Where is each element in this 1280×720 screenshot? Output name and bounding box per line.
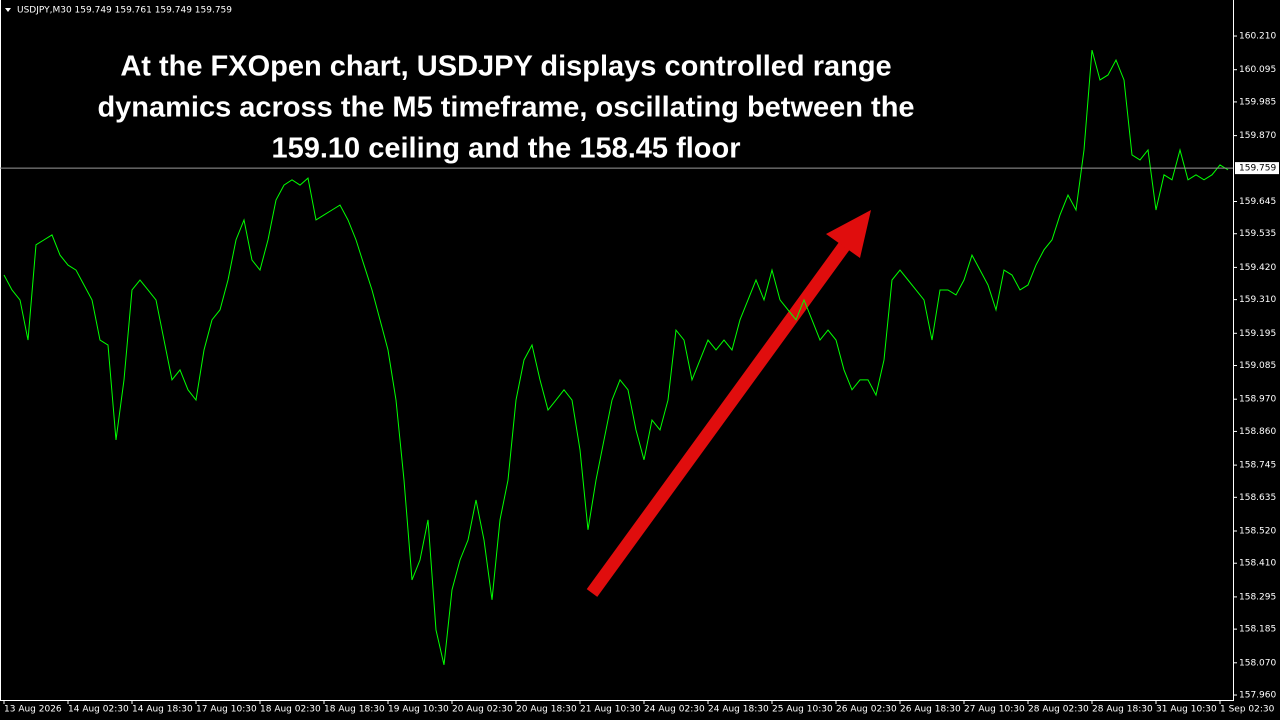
arrow-shaft — [586, 241, 851, 597]
y-tick-label: 160.210 — [1239, 32, 1276, 42]
y-tick-label: 160.095 — [1239, 65, 1276, 75]
x-tick-label: 26 Aug 02:30 — [836, 705, 897, 715]
price-line — [3, 49, 1229, 665]
annotation-line: dynamics across the M5 timeframe, oscill… — [97, 92, 914, 124]
x-tick-label: 18 Aug 18:30 — [324, 705, 385, 715]
x-tick-label: 14 Aug 02:30 — [68, 705, 129, 715]
y-tick-label: 158.520 — [1239, 527, 1276, 537]
x-tick-label: 27 Aug 10:30 — [964, 705, 1025, 715]
x-tick-label: 17 Aug 10:30 — [196, 705, 257, 715]
annotation-line: 159.10 ceiling and the 158.45 floor — [271, 133, 740, 165]
y-tick-label: 159.195 — [1239, 329, 1276, 339]
y-tick-label: 158.295 — [1239, 592, 1276, 602]
arrow-head — [826, 210, 871, 258]
y-tick-label: 159.645 — [1239, 197, 1276, 207]
x-tick-label: 14 Aug 18:30 — [132, 705, 193, 715]
y-tick-label: 158.860 — [1239, 427, 1276, 437]
x-tick-label: 20 Aug 02:30 — [452, 705, 513, 715]
x-tick-label: 24 Aug 18:30 — [708, 705, 769, 715]
current-price-box — [1235, 162, 1279, 175]
x-tick-label: 31 Aug 10:30 — [1156, 705, 1217, 715]
x-tick-label: 25 Aug 10:30 — [772, 705, 833, 715]
x-tick-label: 24 Aug 02:30 — [644, 705, 705, 715]
x-tick-label: 28 Aug 18:30 — [1092, 705, 1153, 715]
y-tick-label: 158.185 — [1239, 625, 1276, 635]
annotation-line: At the FXOpen chart, USDJPY displays con… — [120, 51, 891, 83]
x-tick-label: 20 Aug 18:30 — [516, 705, 577, 715]
x-tick-label: 28 Aug 02:30 — [1028, 705, 1089, 715]
x-tick-label: 21 Aug 10:30 — [580, 705, 641, 715]
symbol-header: USDJPY,M30 159.749 159.761 159.749 159.7… — [17, 6, 232, 16]
y-tick-label: 159.535 — [1239, 229, 1276, 239]
y-tick-label: 159.085 — [1239, 361, 1276, 371]
arrow — [586, 210, 871, 597]
y-tick-label: 157.960 — [1239, 691, 1276, 701]
menu-triangle — [5, 8, 11, 12]
y-tick-label: 159.310 — [1239, 295, 1276, 305]
y-tick-label: 159.870 — [1239, 131, 1276, 141]
current-price-label: 159.759 — [1239, 164, 1276, 174]
y-tick-label: 158.745 — [1239, 461, 1276, 471]
x-tick-label: 13 Aug 2026 — [4, 705, 62, 715]
x-tick-label: 26 Aug 18:30 — [900, 705, 961, 715]
y-tick-label: 159.985 — [1239, 97, 1276, 107]
x-tick-label: 19 Aug 10:30 — [388, 705, 449, 715]
x-tick-label: 1 Sep 02:30 — [1220, 705, 1275, 715]
y-tick-label: 158.970 — [1239, 395, 1276, 405]
x-tick-label: 18 Aug 02:30 — [260, 705, 321, 715]
y-tick-label: 158.410 — [1239, 559, 1276, 569]
y-tick-label: 159.420 — [1239, 263, 1276, 273]
y-tick-label: 158.070 — [1239, 658, 1276, 668]
y-tick-label: 158.635 — [1239, 493, 1276, 503]
